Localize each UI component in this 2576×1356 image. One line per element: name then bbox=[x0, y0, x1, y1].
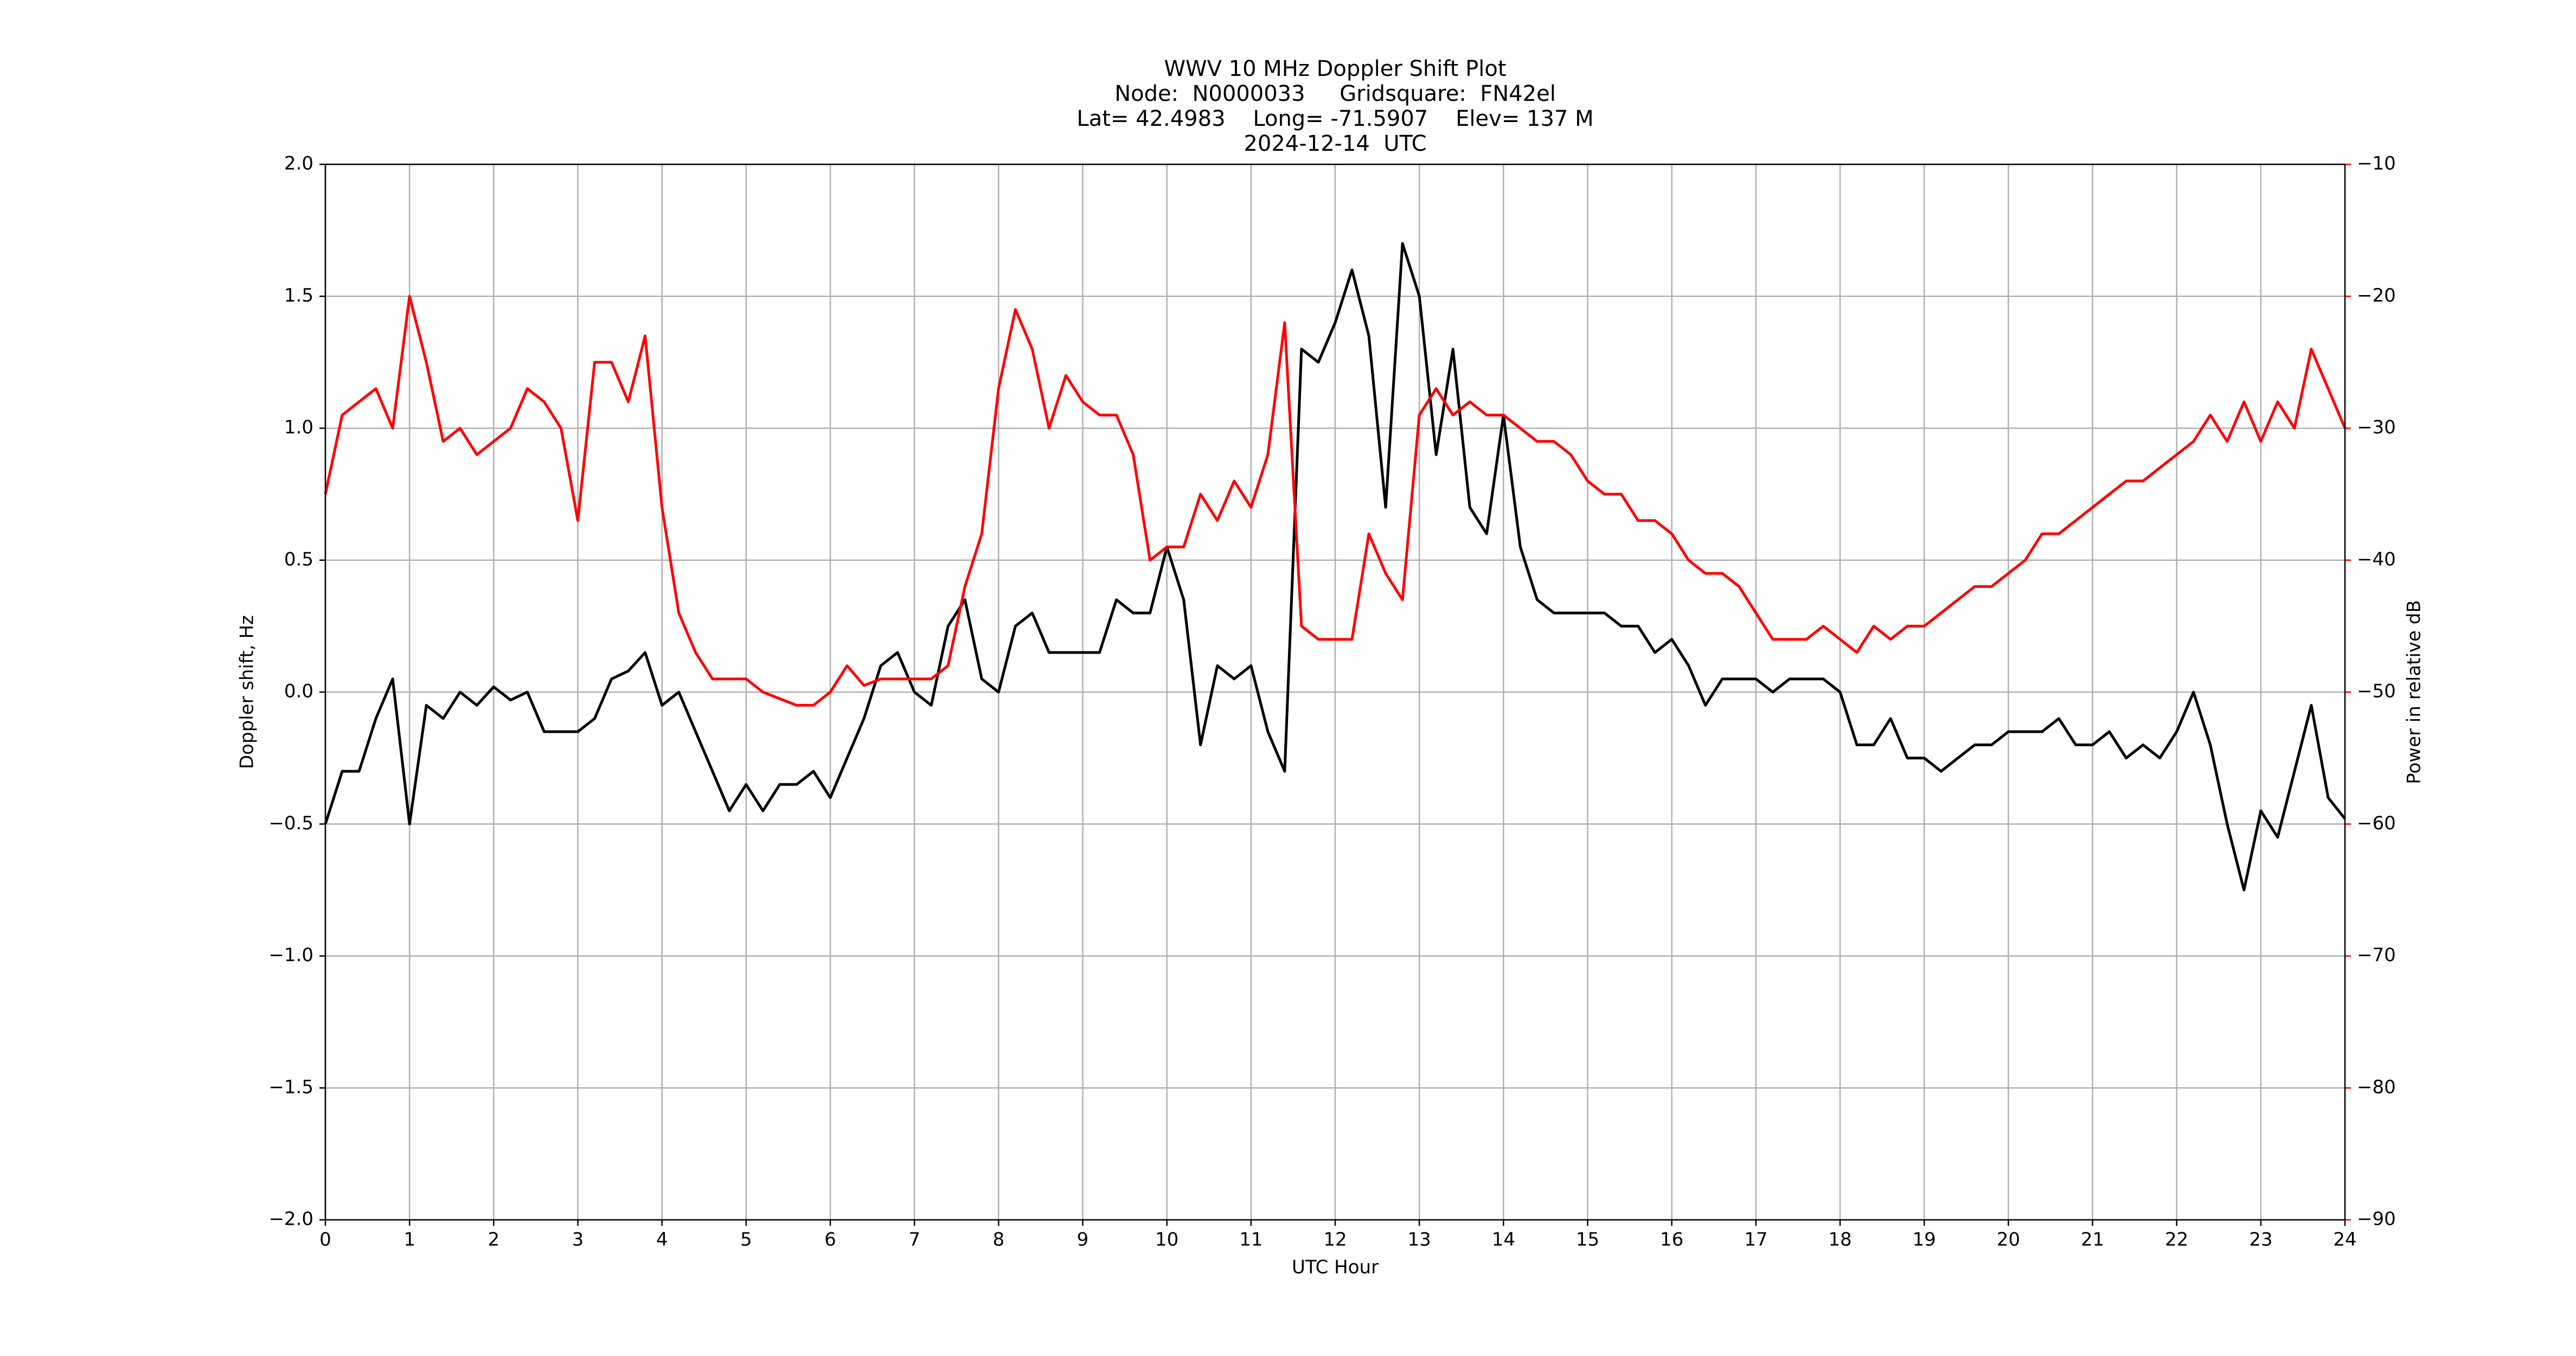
x-tick-label: 20 bbox=[1997, 1229, 2020, 1251]
series-line bbox=[324, 242, 2346, 892]
y-tick-label: 1.5 bbox=[284, 285, 313, 306]
y2-axis-label: Power in relative dB bbox=[2404, 600, 2425, 784]
x-tick-label: 8 bbox=[993, 1229, 1005, 1251]
y-tick-label: −2.0 bbox=[268, 1208, 313, 1230]
y-tick-label: −1.5 bbox=[268, 1076, 313, 1098]
x-tick-label: 7 bbox=[908, 1229, 920, 1251]
x-tick-label: 11 bbox=[1239, 1229, 1263, 1251]
x-tick-label: 10 bbox=[1155, 1229, 1178, 1251]
plot-frame bbox=[324, 163, 2346, 1221]
x-tick-label: 2 bbox=[488, 1229, 500, 1251]
x-tick-label: 22 bbox=[2165, 1229, 2188, 1251]
y2-tick-label: −70 bbox=[2357, 944, 2396, 966]
y2-tick-label: −90 bbox=[2357, 1208, 2396, 1230]
x-tick-label: 19 bbox=[1913, 1229, 1936, 1251]
chart-title: WWV 10 MHz Doppler Shift Plot bbox=[1164, 56, 1506, 81]
x-tick-label: 16 bbox=[1660, 1229, 1683, 1251]
y2-tick-label: −30 bbox=[2357, 417, 2396, 438]
y-tick-label: 0.5 bbox=[284, 548, 313, 570]
x-tick-label: 3 bbox=[572, 1229, 584, 1251]
x-tick-label: 18 bbox=[1828, 1229, 1851, 1251]
x-tick-label: 15 bbox=[1576, 1229, 1599, 1251]
x-tick-label: 6 bbox=[824, 1229, 836, 1251]
y-tick-label: 1.0 bbox=[284, 417, 313, 438]
x-tick-label: 12 bbox=[1323, 1229, 1347, 1251]
y2-tick-label: −80 bbox=[2357, 1076, 2396, 1098]
x-axis-label: UTC Hour bbox=[1292, 1257, 1379, 1278]
y-tick-label: −0.5 bbox=[268, 813, 313, 834]
x-tick-label: 24 bbox=[2333, 1229, 2356, 1251]
y-axis-label: Doppler shift, Hz bbox=[236, 615, 258, 769]
x-tick-label: 23 bbox=[2249, 1229, 2272, 1251]
x-tick-label: 4 bbox=[656, 1229, 668, 1251]
y2-tick-label: −60 bbox=[2357, 813, 2396, 834]
y2-tick-label: −20 bbox=[2357, 285, 2396, 306]
chart-subtitle: Lat= 42.4983 Long= -71.5907 Elev= 137 M bbox=[1076, 106, 1593, 131]
y2-tick-label: −10 bbox=[2357, 153, 2396, 175]
series-line bbox=[324, 295, 2347, 707]
y2-tick-label: −40 bbox=[2357, 548, 2396, 570]
x-tick-label: 21 bbox=[2081, 1229, 2104, 1251]
x-tick-label: 0 bbox=[319, 1229, 331, 1251]
x-tick-label: 1 bbox=[403, 1229, 415, 1251]
x-tick-label: 9 bbox=[1077, 1229, 1089, 1251]
y-tick-label: −1.0 bbox=[268, 944, 313, 966]
chart-subtitle: 2024-12-14 UTC bbox=[1244, 131, 1426, 156]
x-tick-label: 17 bbox=[1744, 1229, 1767, 1251]
x-tick-label: 14 bbox=[1492, 1229, 1515, 1251]
y-tick-label: 0.0 bbox=[284, 681, 313, 702]
y2-tick-label: −50 bbox=[2357, 681, 2396, 702]
y-tick-label: 2.0 bbox=[284, 153, 313, 175]
x-tick-label: 13 bbox=[1408, 1229, 1431, 1251]
chart-subtitle: Node: N0000033 Gridsquare: FN42el bbox=[1114, 81, 1556, 106]
x-tick-label: 5 bbox=[740, 1229, 752, 1251]
